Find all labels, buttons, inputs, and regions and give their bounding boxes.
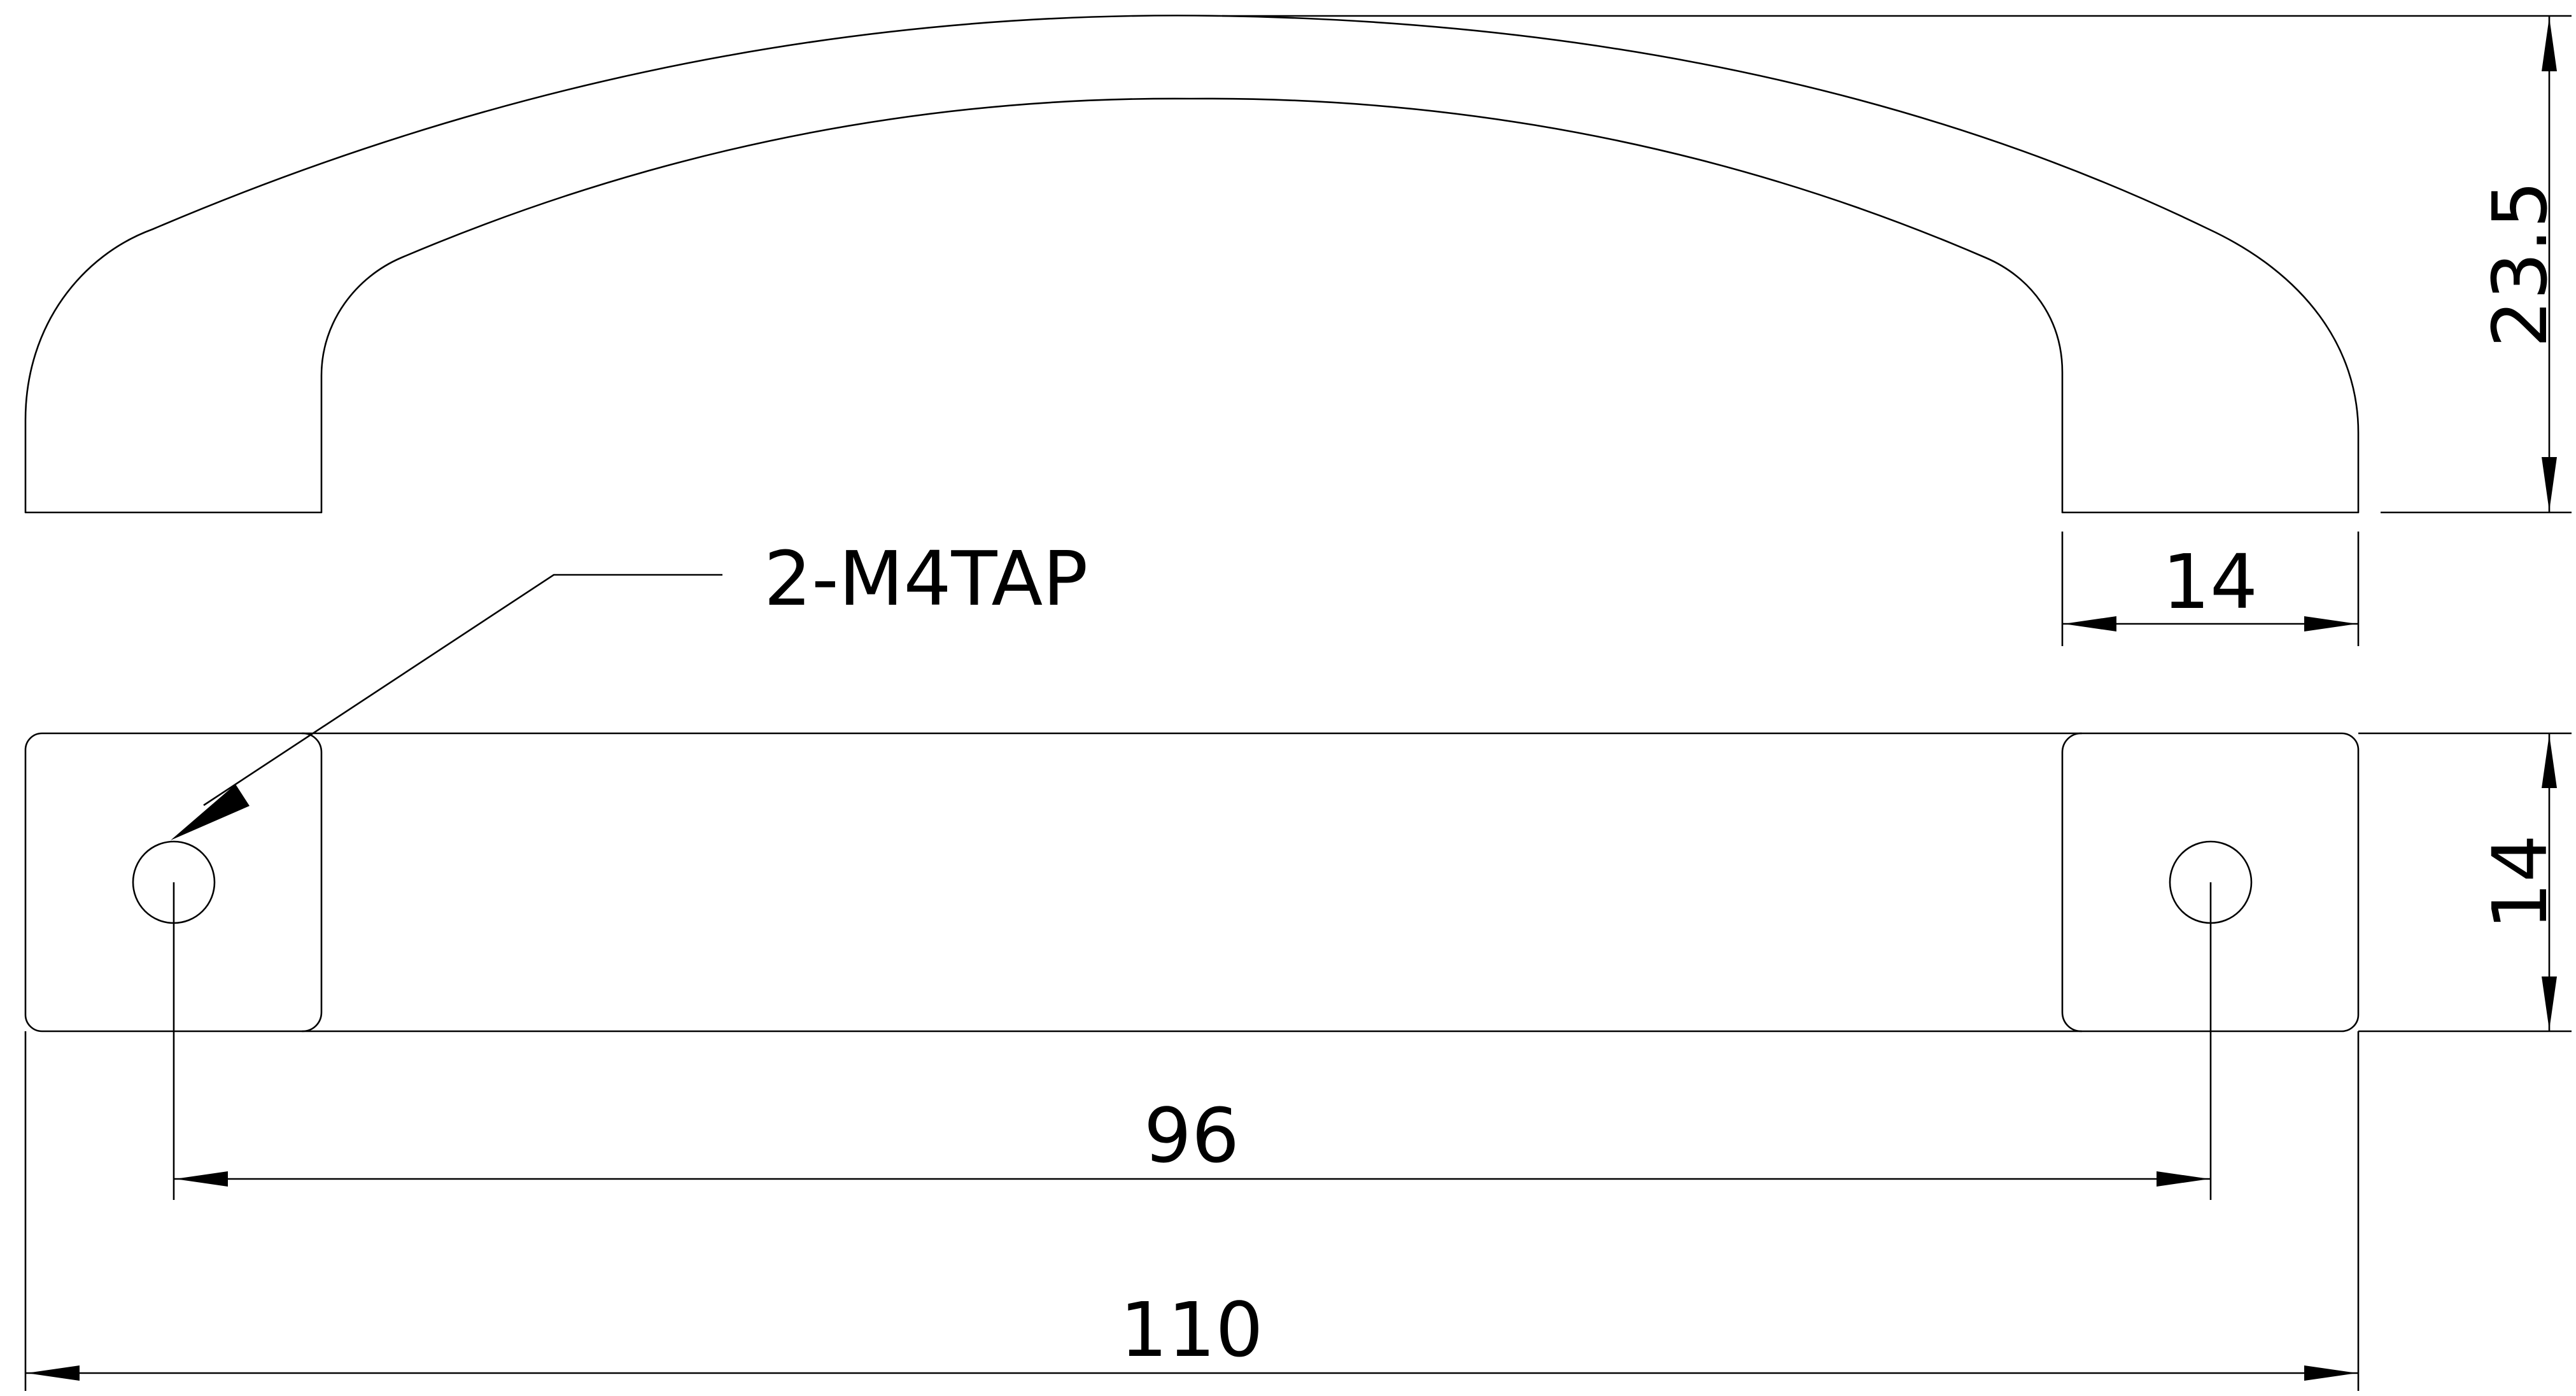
depth-arrow-bottom (2542, 976, 2557, 1030)
height-arrow-bottom (2542, 457, 2557, 511)
dimension-height: 23.5 (1222, 15, 2572, 514)
dimension-foot-width: 14 (2061, 532, 2360, 646)
height-arrow-top (2542, 17, 2557, 71)
foot-width-arrow-right (2304, 616, 2357, 631)
length-dim-text: 110 (1120, 1286, 1263, 1374)
dimension-hole-spacing: 96 (172, 882, 2212, 1200)
left-foot-outline (301, 732, 323, 1033)
dimension-depth: 14 (2358, 732, 2572, 1033)
height-dim-text: 23.5 (2476, 181, 2564, 348)
right-foot-outline (2061, 732, 2083, 1033)
foot-width-dim-text: 14 (2162, 538, 2258, 626)
depth-dim-text: 14 (2476, 835, 2564, 930)
leader-line (203, 574, 722, 807)
callout-leader: 2-M4TAP (171, 535, 1088, 840)
length-arrow-left (27, 1365, 80, 1381)
hole-spacing-arrow-right (2157, 1171, 2209, 1187)
foot-width-arrow-left (2064, 616, 2116, 631)
dimension-overall-length: 110 (24, 1031, 2360, 1391)
leader-arrowhead (171, 784, 250, 840)
hole-spacing-arrow-left (175, 1171, 228, 1187)
handle-top-view (24, 732, 2360, 1033)
handle-outer-profile (24, 15, 2360, 514)
length-arrow-right (2304, 1365, 2357, 1381)
handle-side-view (24, 15, 2360, 514)
hole-spacing-dim-text: 96 (1144, 1092, 1239, 1180)
handle-base-outline (24, 732, 2360, 1033)
callout-text: 2-M4TAP (764, 535, 1088, 623)
depth-arrow-top (2542, 735, 2557, 788)
